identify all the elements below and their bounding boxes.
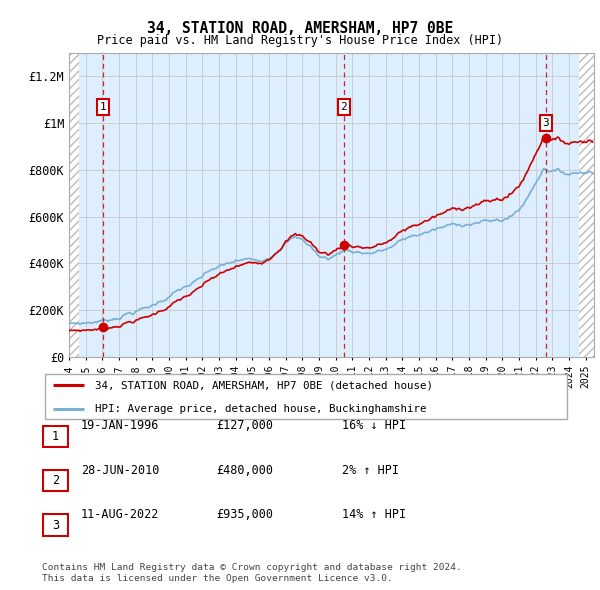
Bar <box>579 53 594 357</box>
Text: 2: 2 <box>52 474 59 487</box>
Text: 16% ↓ HPI: 16% ↓ HPI <box>342 419 406 432</box>
Text: 1: 1 <box>100 102 107 112</box>
Text: 14% ↑ HPI: 14% ↑ HPI <box>342 508 406 521</box>
Text: £480,000: £480,000 <box>216 464 273 477</box>
Text: 2% ↑ HPI: 2% ↑ HPI <box>342 464 399 477</box>
Text: £935,000: £935,000 <box>216 508 273 521</box>
Text: 19-JAN-1996: 19-JAN-1996 <box>81 419 160 432</box>
Text: 34, STATION ROAD, AMERSHAM, HP7 0BE: 34, STATION ROAD, AMERSHAM, HP7 0BE <box>147 21 453 35</box>
Text: 1: 1 <box>52 430 59 443</box>
Text: 3: 3 <box>52 519 59 532</box>
Text: HPI: Average price, detached house, Buckinghamshire: HPI: Average price, detached house, Buck… <box>95 404 426 414</box>
Text: 11-AUG-2022: 11-AUG-2022 <box>81 508 160 521</box>
Text: Contains HM Land Registry data © Crown copyright and database right 2024.
This d: Contains HM Land Registry data © Crown c… <box>42 563 462 583</box>
Text: 28-JUN-2010: 28-JUN-2010 <box>81 464 160 477</box>
Text: £127,000: £127,000 <box>216 419 273 432</box>
Text: 2: 2 <box>341 102 347 112</box>
FancyBboxPatch shape <box>44 374 568 419</box>
FancyBboxPatch shape <box>43 514 68 536</box>
Text: Price paid vs. HM Land Registry's House Price Index (HPI): Price paid vs. HM Land Registry's House … <box>97 34 503 47</box>
FancyBboxPatch shape <box>43 426 68 447</box>
Text: 34, STATION ROAD, AMERSHAM, HP7 0BE (detached house): 34, STATION ROAD, AMERSHAM, HP7 0BE (det… <box>95 380 433 390</box>
Text: 3: 3 <box>542 118 549 128</box>
Bar <box>69 53 79 357</box>
FancyBboxPatch shape <box>43 470 68 491</box>
